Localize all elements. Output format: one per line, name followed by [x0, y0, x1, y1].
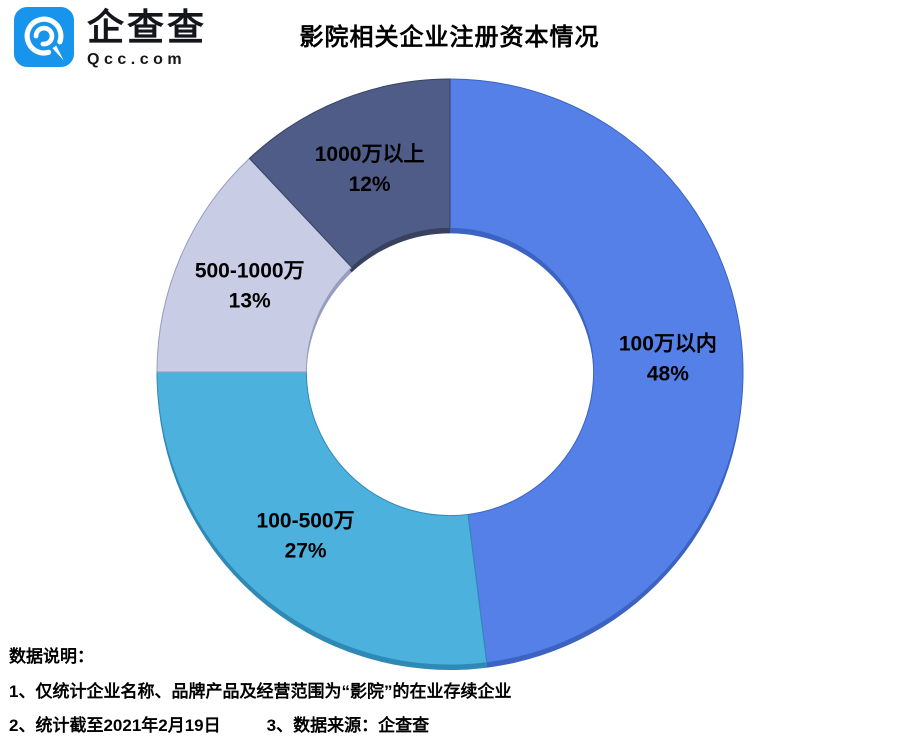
notes-line2-left: 2、统计截至2021年2月19日 [9, 716, 221, 735]
notes-line1: 1、仅统计企业名称、品牌产品及经营范围为“影院”的在业存续企业 [9, 681, 512, 701]
notes-heading: 数据说明： [9, 647, 94, 666]
logo-outer-c [24, 16, 64, 56]
donut-slices [156, 78, 744, 666]
donut-chart-svg: 100万以内 48% 100-500万 27% 500-1000万 13% 1000万以上 1… [156, 78, 744, 671]
data-notes: 数据说明： 1、仅统计企业名称、品牌产品及经营范围为“影院”的在业存续企业 2、… [9, 640, 511, 744]
notes-line2-right: 3、数据来源：企查查 [266, 716, 430, 735]
pie-slice-label-0: 100万以内 48% [619, 331, 717, 385]
pie-slice-1 [156, 371, 488, 666]
qcc-logo: 企查查 Qcc.com [14, 7, 207, 69]
brand-name-cn: 企查查 [87, 7, 207, 48]
pie-slice-label-2: 500-1000万 13% [195, 259, 305, 312]
pie-slice-3 [248, 78, 451, 269]
pie-slice-2 [156, 157, 353, 373]
logo-text: 企查查 Qcc.com [87, 7, 207, 69]
logo-tail [52, 45, 64, 61]
page-title: 影院相关企业注册资本情况 [299, 24, 600, 51]
pie-slice-label-1: 100-500万 27% [257, 510, 355, 563]
pie-slice-label-3: 1000万以上 12% [315, 143, 425, 196]
pie-slice-0 [449, 78, 744, 664]
logo-inner-c [33, 25, 55, 47]
brand-domain: Qcc.com [87, 51, 187, 69]
notes-line2: 2、统计截至2021年2月19日 3、数据来源：企查查 [9, 709, 511, 744]
qcc-logo-icon [14, 7, 74, 67]
donut-chart-container: 100万以内 48% 100-500万 27% 500-1000万 13% 1000万以上 1… [140, 62, 760, 682]
